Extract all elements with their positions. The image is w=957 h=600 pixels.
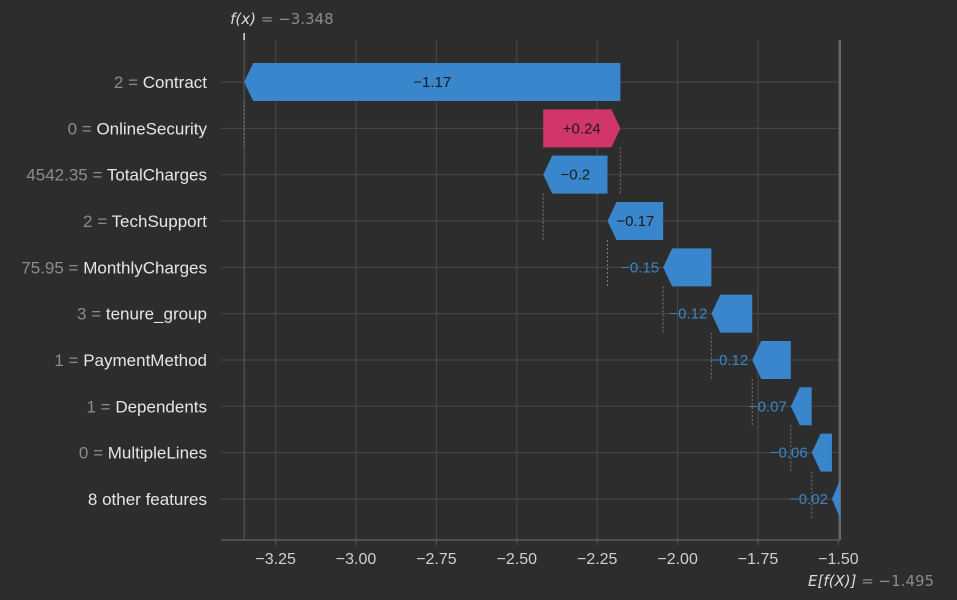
feature-label: 4542.35 = TotalCharges — [26, 166, 207, 185]
feature-name: tenure_group — [106, 305, 207, 324]
output-value-symbol: f(x) — [230, 10, 256, 28]
feature-label: 75.95 = MonthlyCharges — [21, 258, 207, 277]
x-tick-label: −3.00 — [336, 551, 377, 568]
feature-value: 0 = — [79, 444, 108, 463]
feature-name: Dependents — [115, 397, 207, 416]
bar-value-label: −0.17 — [616, 213, 654, 230]
feature-label: 1 = PaymentMethod — [54, 351, 207, 370]
feature-label: 1 = Dependents — [86, 397, 207, 416]
feature-value: 4542.35 = — [26, 166, 107, 185]
feature-value: 2 = — [114, 73, 143, 92]
feature-name: 8 other features — [88, 490, 207, 509]
feature-name: Contract — [143, 73, 208, 92]
feature-value: 0 = — [68, 119, 97, 138]
bar-value-label: −0.06 — [770, 445, 808, 462]
negative-contribution-bar — [831, 479, 840, 518]
negative-contribution-bar — [607, 201, 664, 240]
base-value-symbol: E[f(X)] — [808, 572, 857, 590]
feature-name: TechSupport — [112, 212, 208, 231]
feature-value: 2 = — [83, 212, 112, 231]
x-tick-label: −2.50 — [497, 551, 538, 568]
feature-name: OnlineSecurity — [96, 119, 207, 138]
feature-label: 3 = tenure_group — [77, 305, 207, 324]
feature-label: 8 other features — [88, 490, 207, 509]
feature-name: PaymentMethod — [83, 351, 207, 370]
feature-label: 2 = TechSupport — [83, 212, 207, 231]
x-tick-label: −2.00 — [657, 551, 698, 568]
feature-value: 1 = — [86, 397, 115, 416]
feature-label: 0 = OnlineSecurity — [68, 119, 208, 138]
positive-contribution-bar — [543, 109, 621, 148]
bar-value-label: −0.15 — [621, 259, 659, 276]
negative-contribution-bar — [811, 433, 832, 472]
x-tick-label: −2.75 — [416, 551, 457, 568]
bar-value-label: −1.17 — [413, 74, 451, 91]
feature-value: 1 = — [54, 351, 83, 370]
feature-name: MonthlyCharges — [83, 258, 207, 277]
feature-label: 2 = Contract — [114, 73, 207, 92]
feature-name: TotalCharges — [107, 166, 207, 185]
bar-value-label: −0.2 — [561, 167, 591, 184]
bar-value-label: −0.02 — [790, 491, 828, 508]
bar-value-label: −0.07 — [749, 398, 787, 415]
negative-contribution-bar — [244, 63, 621, 101]
bar-value-label: −0.12 — [710, 352, 748, 369]
feature-name: MultipleLines — [108, 444, 207, 463]
base-value-number: = −1.495 — [856, 572, 934, 590]
feature-value: 75.95 = — [21, 258, 83, 277]
x-tick-label: −2.25 — [577, 551, 618, 568]
base-value-annotation: E[f(X)] = −1.495 — [808, 572, 934, 590]
output-value-annotation: f(x) = −3.348 — [230, 10, 334, 28]
output-value-number: = −3.348 — [256, 10, 334, 28]
x-tick-label: −3.25 — [255, 551, 296, 568]
negative-contribution-bar — [790, 387, 812, 426]
negative-contribution-bar — [752, 340, 791, 379]
feature-label: 0 = MultipleLines — [79, 444, 207, 463]
negative-contribution-bar — [663, 248, 712, 287]
feature-value: 3 = — [77, 305, 106, 324]
negative-contribution-bar — [711, 294, 753, 333]
x-tick-label: −1.50 — [818, 551, 859, 568]
bar-value-label: −0.12 — [669, 306, 707, 323]
x-tick-label: −1.75 — [738, 551, 779, 568]
bar-value-label: +0.24 — [563, 120, 601, 137]
negative-contribution-bar — [543, 155, 608, 194]
